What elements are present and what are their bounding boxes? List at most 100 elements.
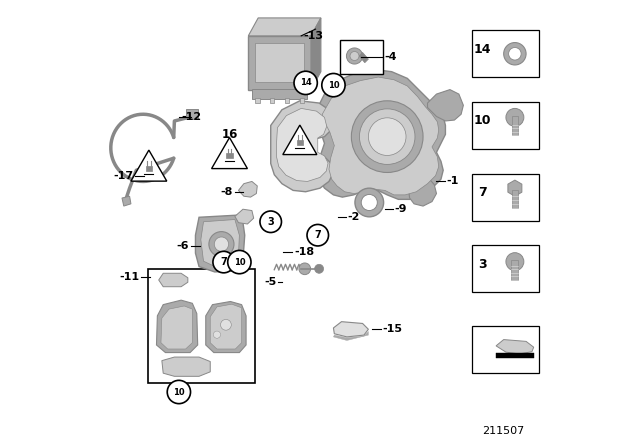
Text: 7: 7 <box>478 186 486 199</box>
Polygon shape <box>195 215 244 272</box>
Polygon shape <box>162 357 210 376</box>
Bar <box>248 36 311 90</box>
Circle shape <box>504 43 526 65</box>
Circle shape <box>322 73 345 97</box>
Polygon shape <box>333 332 369 340</box>
Text: -1: -1 <box>446 177 459 186</box>
Text: 10: 10 <box>234 258 245 267</box>
Circle shape <box>294 71 317 95</box>
Circle shape <box>506 253 524 271</box>
Circle shape <box>213 251 234 273</box>
Circle shape <box>213 331 221 338</box>
Polygon shape <box>235 209 253 224</box>
Bar <box>148 269 255 383</box>
Polygon shape <box>496 340 534 354</box>
Bar <box>340 40 383 74</box>
Bar <box>472 30 539 77</box>
Polygon shape <box>210 304 242 349</box>
Bar <box>472 102 539 149</box>
Circle shape <box>299 263 310 275</box>
Bar <box>270 98 275 103</box>
Bar <box>496 353 534 358</box>
Bar <box>285 98 289 103</box>
Polygon shape <box>146 166 152 171</box>
Bar <box>472 174 539 221</box>
Polygon shape <box>333 322 369 337</box>
Text: 3: 3 <box>268 217 274 227</box>
Polygon shape <box>122 196 131 206</box>
Bar <box>255 98 260 103</box>
Text: 10: 10 <box>328 81 339 90</box>
Bar <box>472 246 539 293</box>
Circle shape <box>360 109 415 164</box>
Polygon shape <box>316 69 445 199</box>
Circle shape <box>260 211 282 233</box>
Circle shape <box>361 194 378 211</box>
Polygon shape <box>206 302 246 353</box>
Circle shape <box>328 78 344 94</box>
Text: 10: 10 <box>474 114 491 128</box>
Circle shape <box>315 264 324 273</box>
Circle shape <box>506 108 524 126</box>
Text: -13: -13 <box>303 31 323 41</box>
Text: 3: 3 <box>478 258 486 271</box>
Text: 7: 7 <box>314 230 321 240</box>
Polygon shape <box>248 18 321 36</box>
Circle shape <box>221 319 231 330</box>
Polygon shape <box>131 150 167 181</box>
Polygon shape <box>409 170 436 206</box>
Circle shape <box>346 48 362 64</box>
Bar <box>255 43 305 82</box>
Polygon shape <box>227 153 233 158</box>
Circle shape <box>509 47 521 60</box>
Polygon shape <box>157 300 198 353</box>
Circle shape <box>307 224 328 246</box>
Circle shape <box>351 101 423 172</box>
Circle shape <box>214 237 228 251</box>
Text: 10: 10 <box>173 388 185 396</box>
Polygon shape <box>428 90 463 121</box>
Text: -9: -9 <box>395 204 407 214</box>
Text: -4: -4 <box>385 52 397 62</box>
Circle shape <box>209 232 234 257</box>
Polygon shape <box>359 52 369 63</box>
Circle shape <box>355 188 383 217</box>
Text: -2: -2 <box>348 212 360 222</box>
Polygon shape <box>508 180 522 196</box>
Text: 14: 14 <box>474 43 491 56</box>
Text: 16: 16 <box>221 128 237 141</box>
Text: -15: -15 <box>383 324 403 334</box>
Polygon shape <box>239 181 257 197</box>
Circle shape <box>228 250 251 274</box>
Polygon shape <box>297 140 303 145</box>
Bar <box>252 89 307 99</box>
Polygon shape <box>276 108 328 181</box>
Bar <box>186 109 198 119</box>
Text: 14: 14 <box>300 78 312 87</box>
Text: 7: 7 <box>220 257 227 267</box>
Polygon shape <box>212 138 248 168</box>
Polygon shape <box>271 101 333 192</box>
Circle shape <box>350 52 359 60</box>
Polygon shape <box>323 77 439 195</box>
Text: -6: -6 <box>177 241 189 251</box>
Text: -8: -8 <box>221 187 233 197</box>
Bar <box>472 326 539 373</box>
Polygon shape <box>201 220 239 267</box>
Polygon shape <box>283 125 317 155</box>
Text: -12: -12 <box>181 112 201 122</box>
Text: -18: -18 <box>294 247 314 257</box>
Text: -17: -17 <box>113 171 134 181</box>
Polygon shape <box>161 306 193 349</box>
Polygon shape <box>159 273 188 287</box>
Polygon shape <box>311 18 321 90</box>
Bar <box>511 260 518 280</box>
Circle shape <box>369 118 406 155</box>
Text: -5: -5 <box>264 277 276 287</box>
Bar <box>300 98 305 103</box>
Text: -11: -11 <box>119 272 139 282</box>
Bar <box>512 190 518 208</box>
Bar <box>512 116 518 135</box>
Text: 211507: 211507 <box>483 426 525 436</box>
Circle shape <box>332 82 339 90</box>
